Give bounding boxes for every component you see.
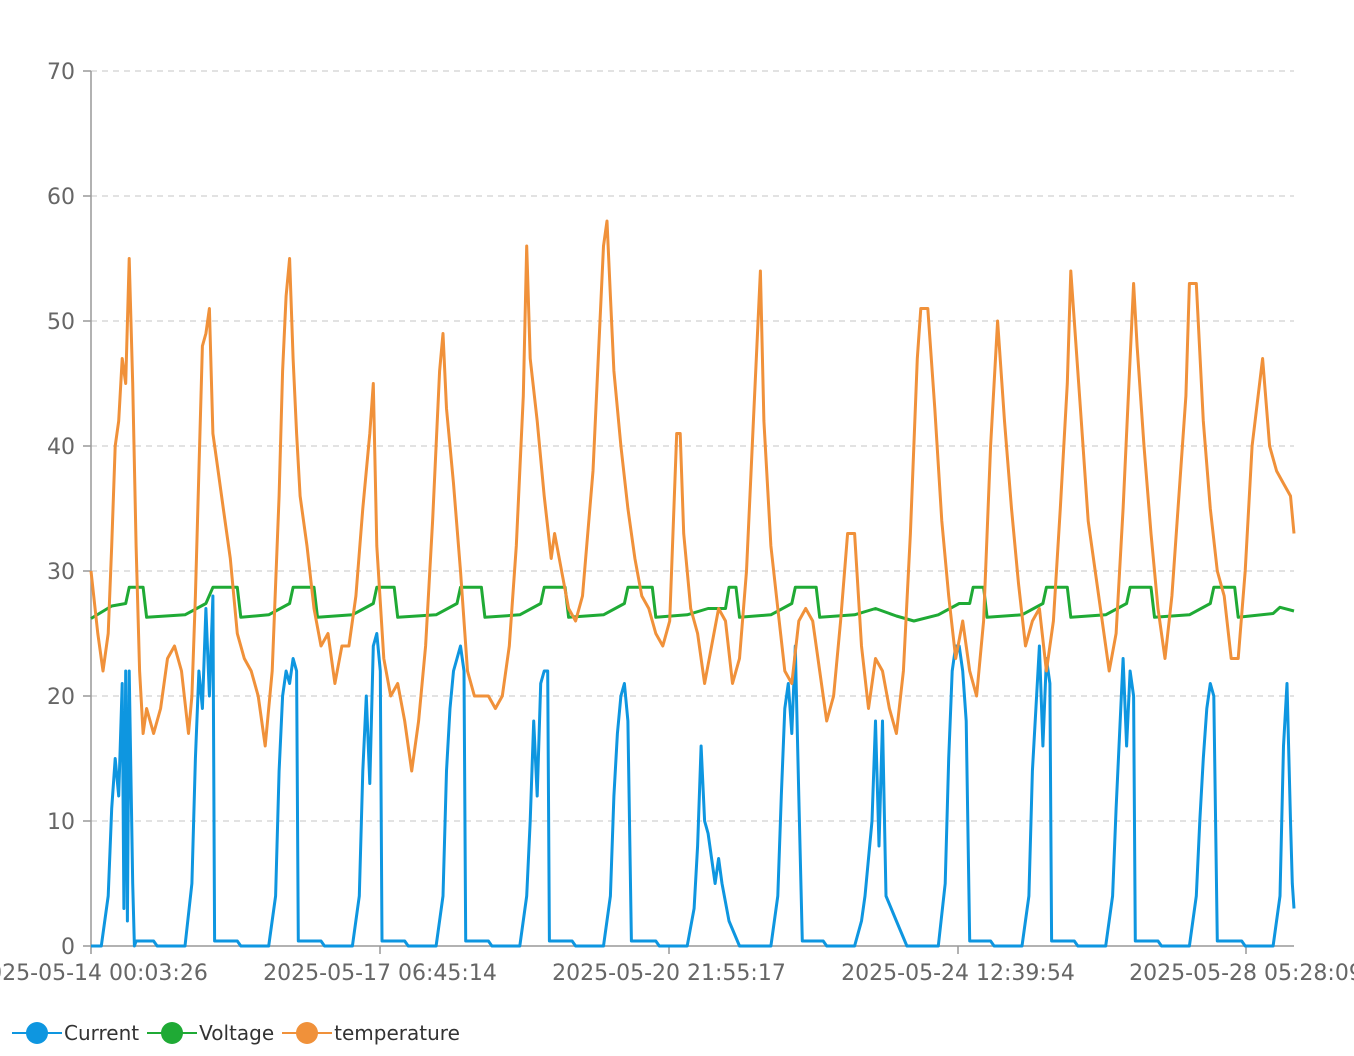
legend-label: temperature — [334, 1021, 460, 1045]
x-tick-label: 2025-05-14 00:03:26 — [0, 961, 208, 986]
x-axis: 2025-05-14 00:03:26 2025-05-17 06:45:14 20… — [0, 71, 1354, 986]
legend-swatch-icon — [12, 1022, 62, 1044]
legend-label: Current — [64, 1021, 140, 1045]
legend-item-current[interactable]: Current — [10, 1018, 139, 1048]
x-tick-label: 2025-05-28 05:28:09 — [1129, 961, 1354, 986]
series-line-temperature — [89, 219, 1296, 773]
y-tick-label: 50 — [47, 310, 75, 335]
grid-lines — [91, 70, 1294, 822]
x-tick-label: 2025-05-24 12:39:54 — [841, 961, 1075, 986]
y-tick-label: 40 — [47, 435, 75, 460]
y-tick-label: 10 — [47, 810, 75, 835]
y-tick-label: 0 — [61, 935, 75, 960]
series-line-current — [91, 594, 1296, 948]
legend-label: Voltage — [199, 1021, 275, 1045]
y-tick-label: 20 — [47, 685, 75, 710]
x-tick-label: 2025-05-17 06:45:14 — [263, 961, 497, 986]
legend-swatch-icon — [147, 1022, 198, 1044]
y-axis-ticks: 0 10 20 30 40 50 60 70 — [47, 60, 91, 960]
series-line-voltage — [90, 585, 1295, 623]
legend-swatch-icon — [282, 1022, 333, 1044]
y-tick-label: 70 — [47, 60, 75, 85]
legend-item-voltage[interactable]: Voltage — [145, 1018, 274, 1048]
legend-item-temperature[interactable]: temperature — [280, 1018, 460, 1048]
x-tick-label: 2025-05-20 21:55:17 — [552, 961, 786, 986]
y-tick-label: 30 — [47, 560, 75, 585]
legend: Current Voltage temperature — [10, 1018, 462, 1048]
series-lines — [89, 219, 1296, 948]
y-tick-label: 60 — [47, 185, 75, 210]
